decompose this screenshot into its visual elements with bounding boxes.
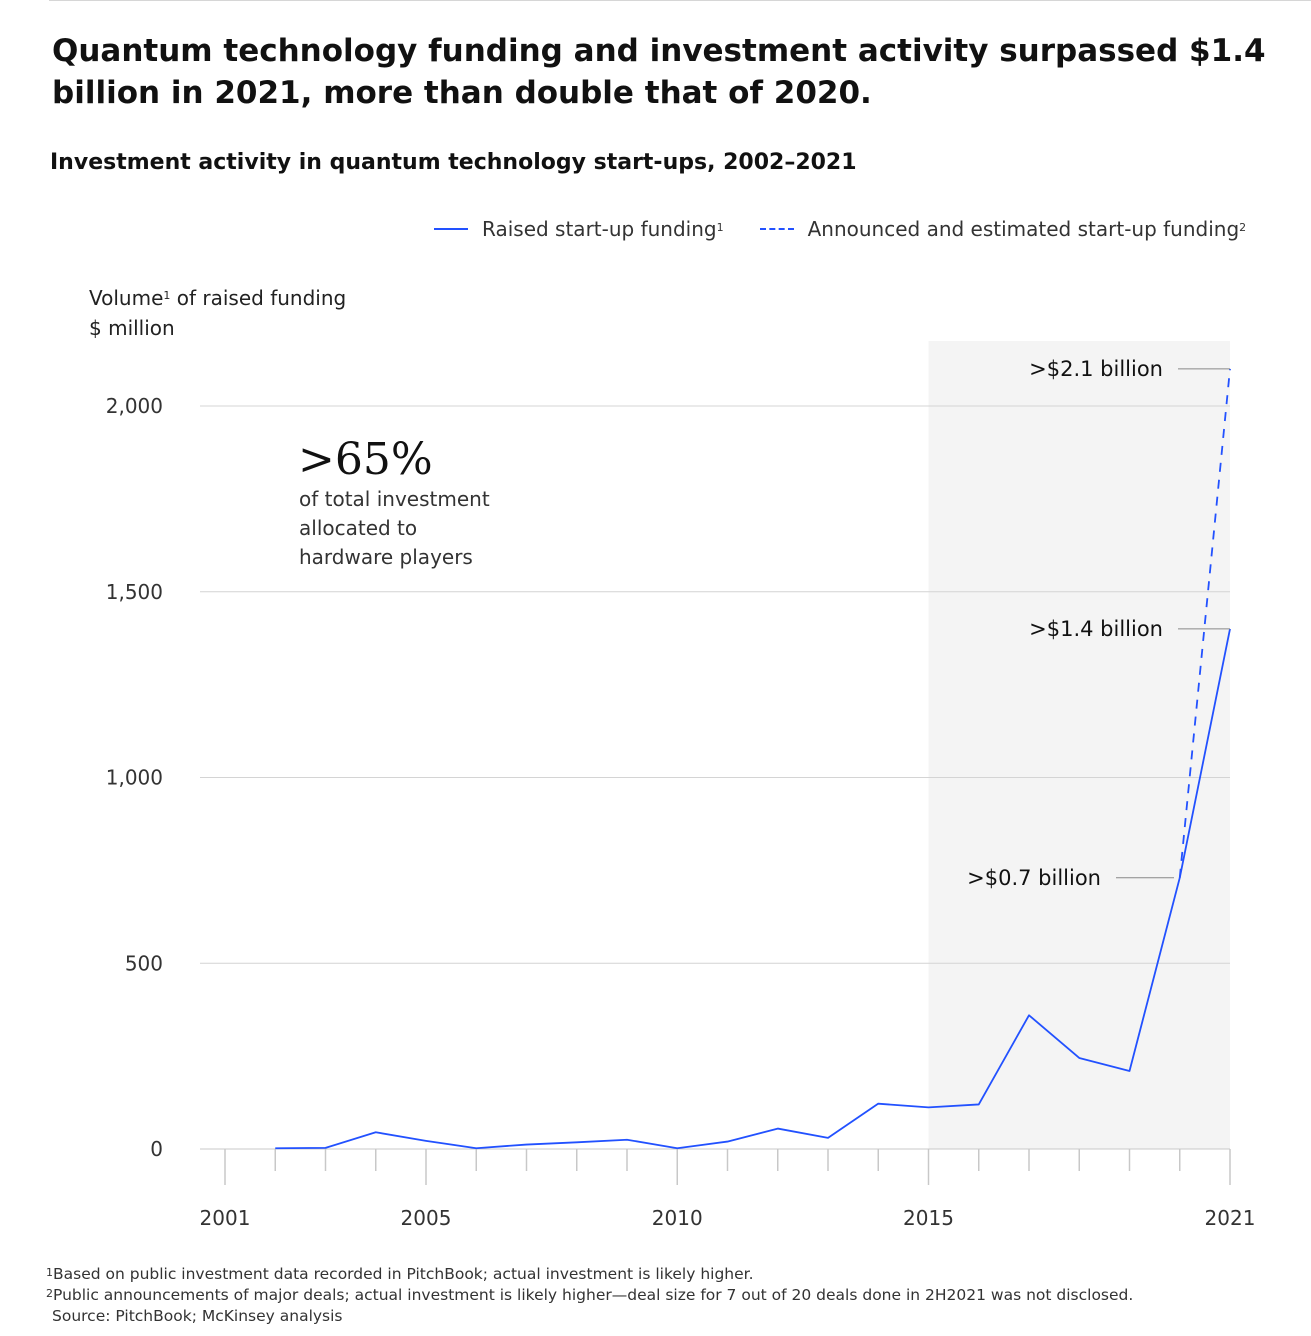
callout-line-3: hardware players (299, 545, 473, 569)
footnote-2: 2Public announcements of major deals; ac… (46, 1285, 1133, 1306)
shaded-region (929, 341, 1231, 1149)
footnote-2-sup: 2 (46, 1287, 53, 1300)
x-tick-label-2010: 2010 (652, 1206, 703, 1230)
y-tick-label-2000: 2,000 (106, 394, 163, 418)
y-tick-label-1500: 1,500 (106, 580, 163, 604)
footnote-source-text: Source: PitchBook; McKinsey analysis (52, 1307, 343, 1325)
annotation-0-7-billion: >$0.7 billion (967, 866, 1101, 890)
callout-line-1: of total investment (299, 487, 490, 511)
callout-percentage: >65% (298, 434, 433, 485)
footnotes: 1Based on public investment data recorde… (46, 1264, 1133, 1327)
x-tick-label-2001: 2001 (200, 1206, 251, 1230)
footnote-1-sup: 1 (46, 1266, 53, 1279)
y-tick-label-1000: 1,000 (106, 766, 163, 790)
annotation-1-4-billion: >$1.4 billion (1029, 617, 1163, 641)
callout-line-2: allocated to (299, 516, 417, 540)
chart-svg: 0 500 1,000 1,500 2,000 2001 2005 2010 2015 2021… (0, 0, 1311, 1260)
y-tick-label-0: 0 (150, 1137, 163, 1161)
x-tick-label-2015: 2015 (903, 1206, 954, 1230)
footnote-1-text: Based on public investment data recorded… (53, 1265, 754, 1283)
annotation-2-1-billion: >$2.1 billion (1029, 357, 1163, 381)
footnote-1: 1Based on public investment data recorde… (46, 1264, 1133, 1285)
x-tick-label-2005: 2005 (401, 1206, 452, 1230)
x-tick-label-2021: 2021 (1205, 1206, 1256, 1230)
y-tick-label-500: 500 (125, 951, 163, 975)
footnote-2-text: Public announcements of major deals; act… (53, 1286, 1133, 1304)
footnote-source: Source: PitchBook; McKinsey analysis (46, 1306, 1133, 1327)
